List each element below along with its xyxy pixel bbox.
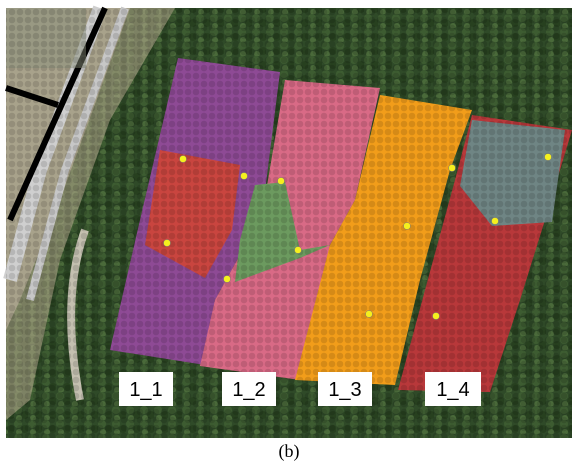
caption: (b) — [279, 441, 300, 462]
figure: 1_1 1_2 1_3 1_4 (b) — [0, 0, 577, 464]
region-label: 1_2 — [232, 379, 265, 401]
region-label: 1_4 — [436, 379, 469, 401]
field-regions — [6, 8, 572, 438]
region-label: 1_3 — [328, 379, 361, 401]
region-label: 1_1 — [129, 379, 162, 401]
